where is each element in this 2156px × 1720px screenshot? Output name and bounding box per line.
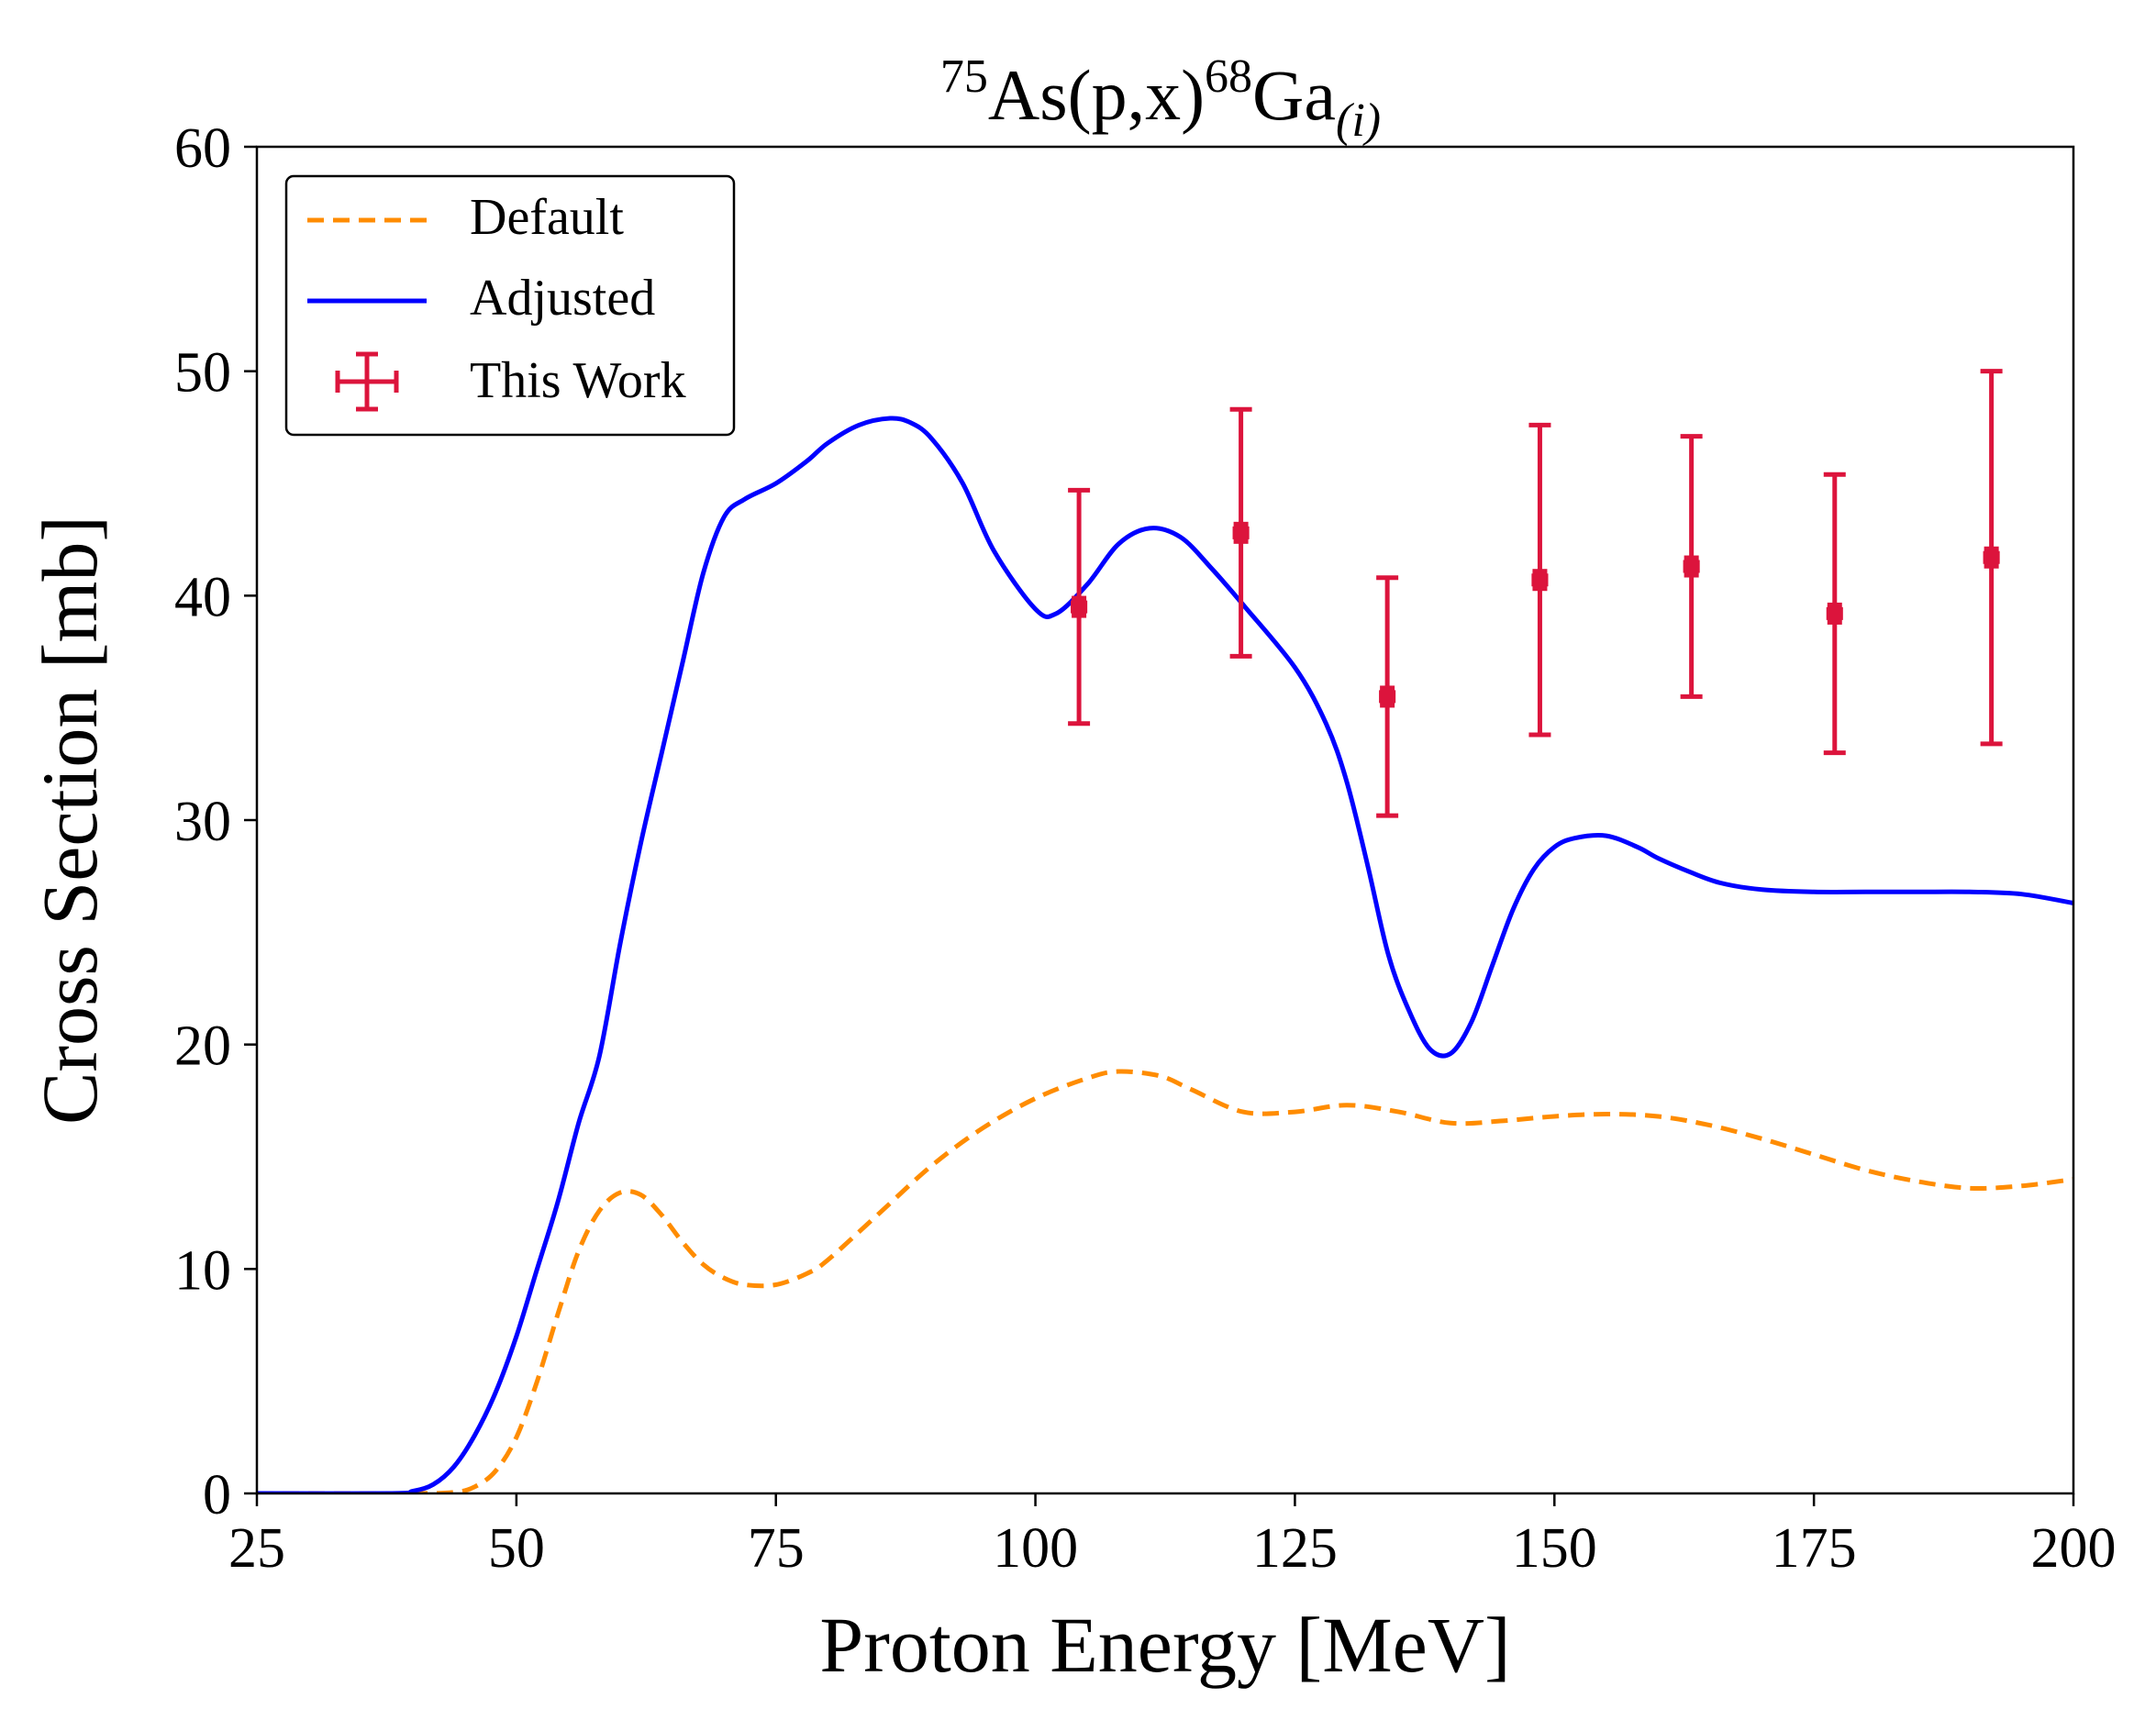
y-tick-label: 0 bbox=[203, 1464, 231, 1526]
y-tick-label: 40 bbox=[174, 566, 231, 628]
x-tick-label: 100 bbox=[993, 1517, 1078, 1580]
data-marker bbox=[1532, 569, 1548, 592]
this-work-point bbox=[1823, 472, 1846, 756]
y-tick-label: 20 bbox=[174, 1015, 231, 1078]
data-marker bbox=[1684, 555, 1699, 578]
x-tick-label: 200 bbox=[2031, 1517, 2117, 1580]
y-axis-ticks: 0 10 20 30 40 50 60 bbox=[174, 117, 257, 1526]
y-tick-label: 30 bbox=[174, 791, 231, 853]
x-tick-label: 50 bbox=[488, 1517, 545, 1580]
x-tick-label: 150 bbox=[1512, 1517, 1597, 1580]
x-tick-label: 125 bbox=[1252, 1517, 1338, 1580]
errorbar-layer bbox=[1068, 369, 2003, 818]
this-work-point bbox=[1068, 487, 1091, 727]
this-work-point bbox=[1376, 575, 1399, 818]
y-axis-label: Cross Section [mb] bbox=[26, 516, 114, 1125]
title-element: Ga bbox=[1252, 55, 1336, 135]
legend-box bbox=[284, 174, 736, 437]
legend-this-work-label: This Work bbox=[470, 352, 686, 409]
x-axis-ticks: 25 50 75 100 125 150 175 200 bbox=[228, 1493, 2117, 1580]
x-axis-label: Proton Energy [MeV] bbox=[819, 1601, 1510, 1689]
y-tick-label: 50 bbox=[174, 342, 231, 405]
chart-title: 75As(p,x)68Ga(i) bbox=[940, 50, 1381, 147]
x-tick-label: 75 bbox=[748, 1517, 805, 1580]
x-tick-label: 175 bbox=[1772, 1517, 1857, 1580]
this-work-point bbox=[1980, 369, 2003, 747]
series-line-default bbox=[257, 1069, 2073, 1493]
legend: Default Adjusted This Work bbox=[284, 174, 736, 437]
data-marker bbox=[1984, 546, 1999, 569]
legend-default-label: Default bbox=[470, 189, 624, 246]
data-marker bbox=[1827, 602, 1842, 625]
data-marker bbox=[1072, 595, 1087, 618]
this-work-point bbox=[1229, 406, 1252, 659]
y-tick-label: 10 bbox=[174, 1239, 231, 1302]
title-reaction: As(p,x) bbox=[988, 55, 1205, 135]
this-work-point bbox=[1680, 434, 1703, 699]
data-marker bbox=[1380, 685, 1395, 708]
data-marker bbox=[1233, 521, 1249, 544]
legend-this-work-swatch bbox=[335, 351, 399, 412]
title-target-mass: 75 bbox=[940, 50, 988, 103]
y-tick-label: 60 bbox=[174, 117, 231, 180]
this-work-point bbox=[1528, 422, 1551, 738]
legend-adjusted-label: Adjusted bbox=[470, 270, 655, 327]
x-tick-label: 25 bbox=[228, 1517, 285, 1580]
title-product-mass: 68 bbox=[1205, 50, 1252, 103]
title-subscript: (i) bbox=[1336, 94, 1381, 147]
